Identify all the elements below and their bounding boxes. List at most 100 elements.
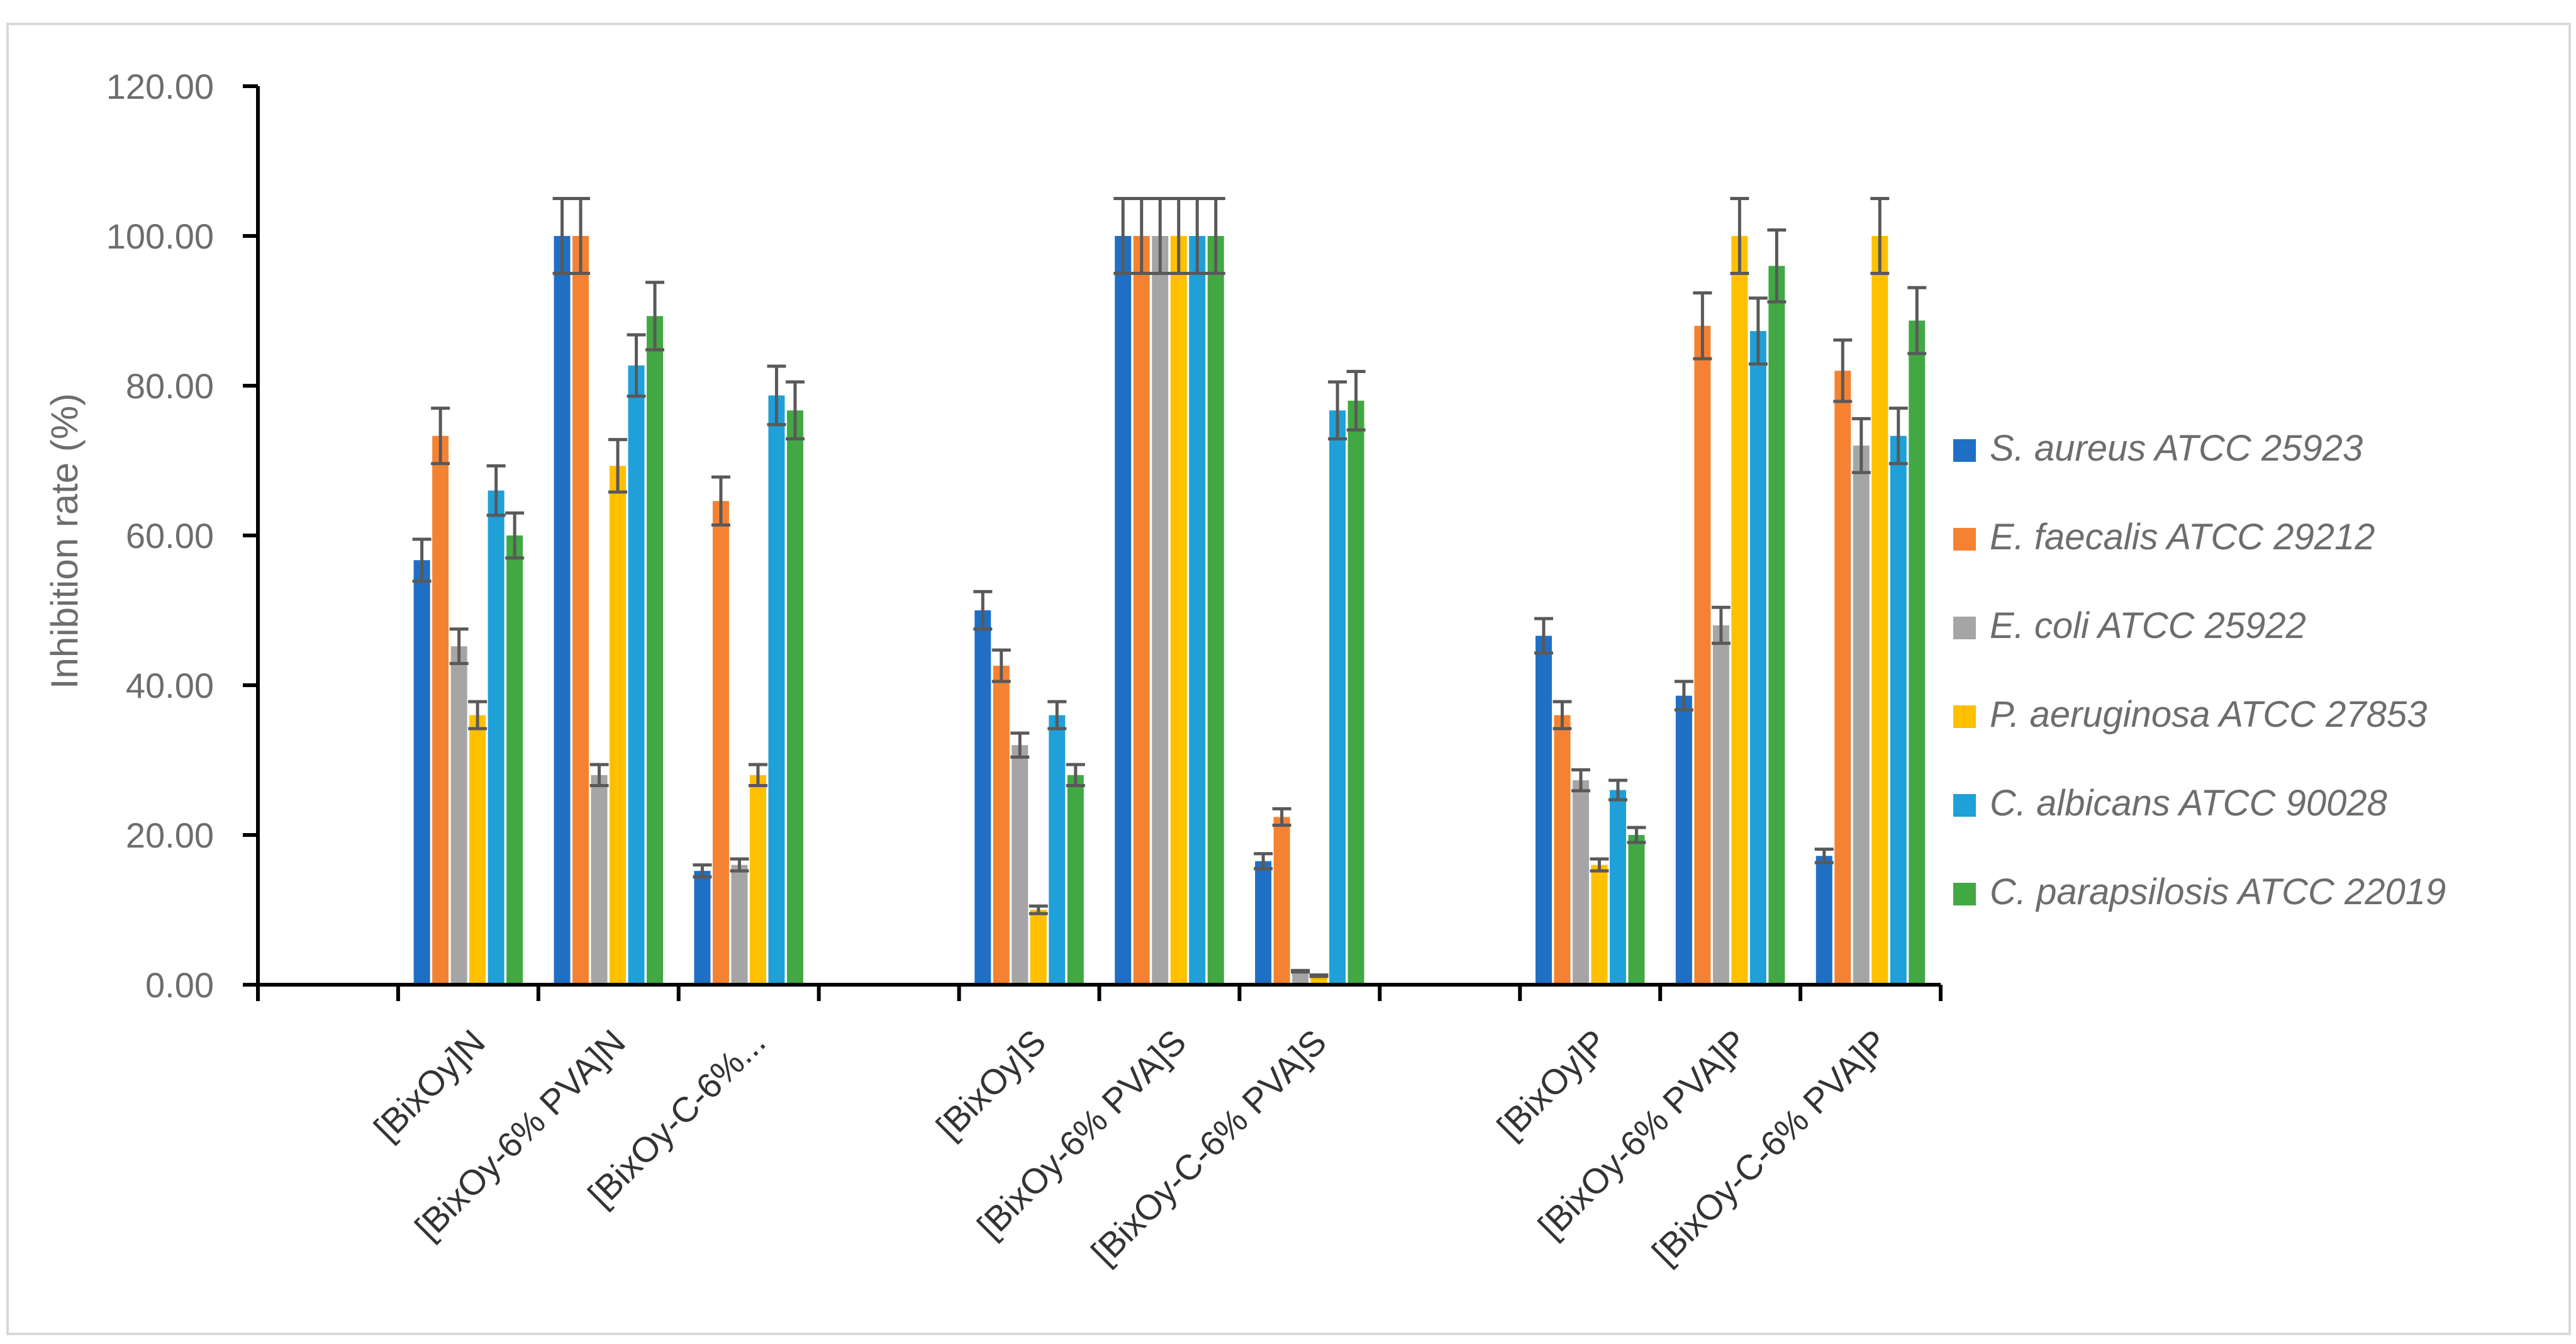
bar bbox=[413, 560, 430, 985]
bar bbox=[1909, 320, 1926, 985]
bar bbox=[786, 410, 803, 985]
legend-item: C. albicans ATCC 90028 bbox=[1953, 783, 2387, 824]
bar bbox=[1834, 371, 1851, 985]
bar bbox=[1049, 715, 1066, 985]
bar bbox=[1712, 625, 1729, 985]
error-bar bbox=[1010, 731, 1030, 759]
legend-label: S. aureus ATCC 25923 bbox=[1990, 428, 2363, 469]
error-bar bbox=[571, 197, 591, 275]
legend-item: E. coli ATCC 25922 bbox=[1953, 605, 2306, 646]
error-bar bbox=[767, 364, 786, 427]
bar bbox=[974, 610, 991, 985]
y-tick-label: 120.00 bbox=[106, 67, 214, 106]
bar bbox=[768, 395, 785, 985]
bar bbox=[1749, 331, 1766, 985]
legend-item: E. faecalis ATCC 29212 bbox=[1953, 517, 2375, 557]
legend-swatch bbox=[1953, 439, 1976, 462]
legend-swatch bbox=[1953, 705, 1976, 728]
error-bar bbox=[1870, 197, 1890, 275]
error-bar bbox=[1553, 700, 1572, 731]
error-bar bbox=[1151, 197, 1170, 275]
error-bar bbox=[1571, 768, 1590, 793]
bar bbox=[591, 775, 608, 985]
error-bar bbox=[627, 333, 646, 398]
y-tick-label: 0.00 bbox=[145, 965, 214, 1005]
legend-item: C. parapsilosis ATCC 22019 bbox=[1953, 871, 2446, 912]
error-bar bbox=[468, 700, 488, 731]
error-bar bbox=[1590, 857, 1609, 873]
bar bbox=[1694, 325, 1711, 985]
bar bbox=[1329, 410, 1346, 985]
error-bar bbox=[1608, 778, 1627, 802]
bar bbox=[1554, 715, 1571, 985]
bar bbox=[628, 365, 645, 985]
error-bar bbox=[1169, 197, 1188, 275]
error-bar bbox=[1132, 197, 1151, 275]
bar bbox=[488, 490, 505, 985]
error-bar bbox=[1534, 617, 1553, 655]
error-bar bbox=[1113, 197, 1133, 275]
error-bar bbox=[1346, 369, 1366, 432]
error-bar bbox=[1851, 417, 1871, 474]
y-tick-label: 100.00 bbox=[106, 216, 214, 256]
bar bbox=[1067, 775, 1084, 985]
bar bbox=[1609, 790, 1626, 985]
error-bar bbox=[1066, 763, 1085, 787]
error-bar bbox=[1888, 406, 1908, 466]
error-bar bbox=[748, 763, 767, 787]
error-bar bbox=[711, 475, 730, 527]
bar bbox=[506, 535, 523, 985]
error-bar bbox=[1291, 968, 1310, 974]
bar bbox=[432, 435, 449, 985]
bar bbox=[572, 236, 589, 985]
error-bar bbox=[1254, 852, 1273, 871]
error-bar bbox=[449, 627, 469, 665]
error-bar bbox=[552, 197, 572, 275]
y-tick-label: 40.00 bbox=[126, 666, 214, 705]
legend-label: C. albicans ATCC 90028 bbox=[1990, 783, 2387, 824]
error-bar bbox=[1693, 291, 1712, 361]
bar bbox=[1675, 695, 1692, 985]
legend-label: P. aeruginosa ATCC 27853 bbox=[1990, 694, 2427, 735]
bar bbox=[469, 715, 486, 985]
bar bbox=[1152, 236, 1169, 985]
bar bbox=[1871, 236, 1888, 985]
error-bar bbox=[486, 464, 506, 517]
error-bar bbox=[693, 863, 712, 879]
error-bar bbox=[1907, 286, 1927, 356]
error-bar bbox=[1627, 826, 1646, 844]
error-bar bbox=[1206, 197, 1225, 275]
error-bar bbox=[730, 857, 749, 873]
bar bbox=[554, 236, 571, 985]
bar bbox=[647, 316, 664, 985]
bar bbox=[993, 666, 1010, 985]
bar bbox=[1591, 865, 1608, 985]
bar bbox=[450, 646, 467, 985]
error-bar bbox=[1814, 848, 1834, 865]
bar bbox=[1347, 400, 1364, 985]
bars bbox=[413, 236, 1926, 985]
legend-swatch bbox=[1953, 617, 1976, 639]
error-bar bbox=[1188, 197, 1207, 275]
bar bbox=[1030, 910, 1047, 985]
bar bbox=[1890, 435, 1907, 985]
error-bar bbox=[1748, 296, 1768, 366]
bar bbox=[1768, 266, 1785, 985]
bar bbox=[1115, 236, 1132, 985]
bar bbox=[1207, 236, 1224, 985]
legend-label: E. faecalis ATCC 29212 bbox=[1990, 517, 2375, 557]
legend-label: E. coli ATCC 25922 bbox=[1990, 605, 2306, 646]
error-bar bbox=[973, 590, 993, 631]
bar bbox=[1273, 817, 1290, 985]
bar bbox=[712, 501, 729, 985]
bar bbox=[1731, 236, 1748, 985]
error-bar bbox=[1711, 605, 1731, 645]
y-axis-label: Inhibition rate (%) bbox=[43, 393, 86, 689]
bar bbox=[1853, 445, 1870, 985]
bar bbox=[1628, 835, 1645, 985]
bar bbox=[1012, 745, 1029, 985]
bar bbox=[1815, 856, 1832, 985]
bar bbox=[731, 865, 748, 985]
y-tick-label: 20.00 bbox=[126, 815, 214, 855]
